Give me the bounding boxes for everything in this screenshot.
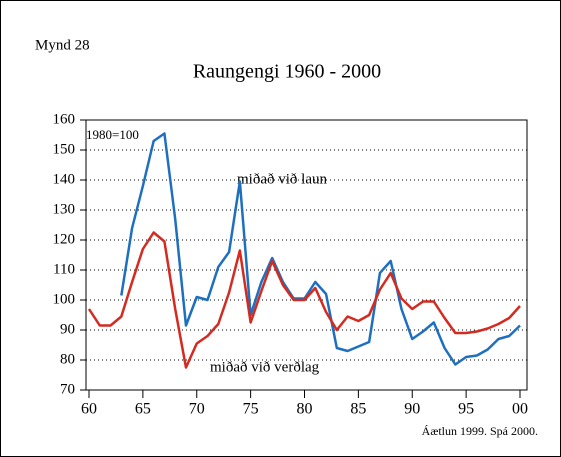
figure-label: Mynd 28 bbox=[35, 37, 90, 53]
series-line bbox=[87, 231, 521, 369]
plot-frame bbox=[85, 119, 528, 391]
x-tick-label: 90 bbox=[404, 401, 420, 418]
chart-title: Raungengi 1960 - 2000 bbox=[193, 61, 381, 83]
x-tick-label: 85 bbox=[350, 401, 366, 418]
y-tick-label: 130 bbox=[53, 201, 76, 217]
x-tick-label: 60 bbox=[81, 401, 97, 418]
x-tick-label: 00 bbox=[512, 401, 528, 418]
x-tick-label: 75 bbox=[243, 401, 259, 418]
series-annotation: miðað við verðlag bbox=[210, 359, 320, 375]
y-tick-label: 80 bbox=[60, 351, 75, 367]
y-tick-label: 70 bbox=[60, 381, 75, 397]
series-line bbox=[120, 132, 521, 366]
y-tick-label: 120 bbox=[53, 231, 76, 247]
y-tick-label: 90 bbox=[60, 321, 75, 337]
y-tick-label: 160 bbox=[53, 111, 76, 127]
y-tick-label: 140 bbox=[53, 171, 76, 187]
y-tick-label: 100 bbox=[53, 291, 76, 307]
series-annotation: miðað við laun bbox=[237, 171, 327, 187]
source-note: Áætlun 1999. Spá 2000. bbox=[422, 424, 538, 438]
x-tick-label: 65 bbox=[135, 401, 151, 418]
y-tick-label: 150 bbox=[53, 141, 76, 157]
y-tick-label: 110 bbox=[53, 261, 75, 277]
x-tick-label: 70 bbox=[189, 401, 205, 418]
x-tick-label: 80 bbox=[297, 401, 313, 418]
y-axis-label: 1980=100 bbox=[86, 127, 139, 142]
x-tick-label: 95 bbox=[458, 401, 474, 418]
